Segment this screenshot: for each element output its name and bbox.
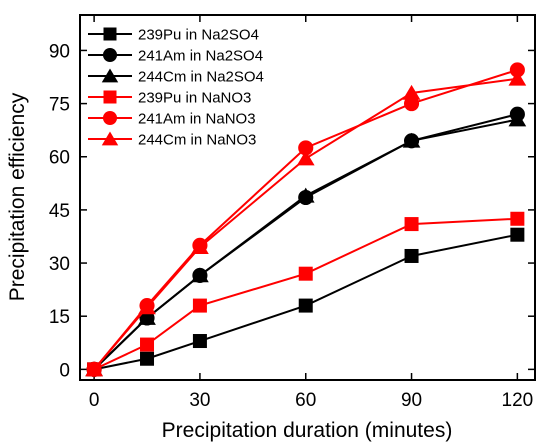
legend-marker (103, 27, 117, 41)
data-point (298, 140, 314, 156)
data-point (402, 132, 421, 148)
data-point (403, 96, 420, 112)
legend-item: 241Am in NaNO3 (88, 111, 256, 128)
x-tick-label: 120 (502, 390, 534, 411)
plot-frame (79, 14, 536, 381)
legend-label: 239Pu in NaNO3 (138, 90, 251, 107)
legend-item: 239Pu in NaNO3 (88, 90, 251, 107)
series-5 (85, 70, 527, 377)
data-point (509, 62, 525, 78)
y-tick-label: 30 (49, 254, 70, 275)
legend-label: 239Pu in Na2SO4 (138, 27, 259, 44)
legend-item: 239Pu in Na2SO4 (88, 27, 259, 44)
y-tick-label: 15 (49, 307, 70, 328)
axes: 0 30 60 90 120 0 15 30 45 60 75 90 (49, 15, 535, 411)
data-point (191, 267, 209, 283)
y-tick-label: 60 (49, 148, 70, 169)
data-point (298, 298, 313, 313)
legend-item: 241Am in Na2SO4 (88, 48, 263, 65)
data-point (402, 84, 421, 100)
data-point (192, 298, 207, 313)
data-point (138, 299, 156, 315)
legend-marker (102, 47, 118, 63)
legend-label: 244Cm in NaNO3 (138, 132, 256, 149)
data-point (192, 334, 207, 349)
x-tick-label: 0 (89, 390, 100, 411)
legend-marker (103, 90, 117, 104)
y-axis-label: Precipitation efficiency (6, 92, 29, 301)
y-tick-label: 0 (59, 360, 70, 381)
legend-marker (102, 110, 118, 126)
data-point (191, 239, 209, 254)
series-0 (87, 227, 525, 377)
series-line (93, 77, 518, 371)
x-axis-label: Precipitation duration (minutes) (162, 419, 453, 442)
series-line (93, 233, 518, 371)
data-point (508, 111, 527, 127)
data-point (508, 70, 527, 86)
x-tick-label: 30 (189, 390, 210, 411)
series-line (93, 118, 518, 371)
y-tick-label: 45 (49, 201, 70, 222)
legend-item: 244Cm in Na2SO4 (88, 69, 264, 86)
data-point (298, 266, 313, 281)
series-line (93, 217, 518, 371)
legend: 239Pu in Na2SO4 241Am in Na2SO4 244Cm in N… (88, 27, 264, 149)
data-point (404, 217, 419, 232)
legend-marker (101, 68, 119, 83)
legend-marker (101, 131, 119, 146)
series-layer (85, 62, 527, 377)
x-tick-label: 90 (401, 390, 422, 411)
data-point (85, 361, 103, 377)
legend-label: 241Am in NaNO3 (138, 111, 256, 128)
data-point (296, 150, 315, 166)
data-point (510, 211, 525, 226)
data-point (140, 337, 155, 352)
data-point (296, 187, 315, 203)
y-tick-label: 90 (49, 41, 70, 62)
legend-item: 244Cm in NaNO3 (88, 132, 256, 149)
data-point (510, 227, 525, 242)
legend-label: 241Am in Na2SO4 (138, 48, 263, 65)
data-point (404, 248, 419, 263)
y-tick-label: 75 (49, 95, 70, 116)
legend-label: 244Cm in Na2SO4 (138, 69, 264, 86)
x-tick-label: 60 (295, 390, 316, 411)
data-point (140, 351, 155, 366)
data-point (138, 309, 156, 325)
series-3 (87, 211, 525, 377)
